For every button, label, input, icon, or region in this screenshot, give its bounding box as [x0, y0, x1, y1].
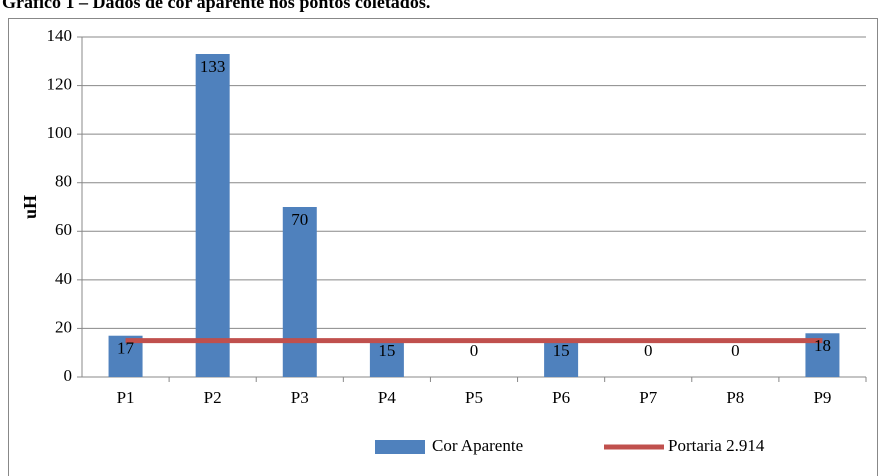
data-label: 133 [200, 57, 226, 76]
x-tick-label: P7 [639, 388, 657, 407]
x-tick-label: P3 [291, 388, 309, 407]
bar [369, 340, 404, 377]
x-tick-label: P2 [204, 388, 222, 407]
data-label: 17 [117, 339, 135, 358]
y-tick-label: 0 [64, 366, 73, 385]
legend-label: Cor Aparente [432, 436, 523, 455]
data-label: 15 [553, 341, 570, 360]
y-tick-label: 60 [55, 220, 72, 239]
y-tick-label: 120 [47, 74, 73, 93]
data-label: 18 [814, 336, 831, 355]
y-tick-label: 140 [47, 26, 73, 45]
y-tick-label: 20 [55, 317, 72, 336]
bar [544, 340, 579, 377]
data-label: 0 [470, 341, 479, 360]
bar [282, 207, 317, 377]
x-tick-label: P4 [378, 388, 396, 407]
y-tick-label: 80 [55, 172, 72, 191]
x-tick-label: P9 [813, 388, 831, 407]
bar [195, 54, 230, 377]
chart-frame [8, 18, 878, 476]
y-axis-label: uH [20, 195, 40, 219]
legend-swatch [375, 440, 425, 454]
y-tick-label: 40 [55, 269, 72, 288]
data-label: 15 [378, 341, 395, 360]
data-label: 70 [291, 210, 308, 229]
legend-label: Portaria 2.914 [668, 436, 765, 455]
x-tick-label: P8 [726, 388, 744, 407]
y-tick-label: 100 [47, 123, 73, 142]
data-label: 0 [644, 341, 653, 360]
x-tick-label: P1 [117, 388, 135, 407]
data-label: 0 [731, 341, 740, 360]
x-tick-label: P5 [465, 388, 483, 407]
chart-title: Gráfico 1 – Dados de cor aparente nos po… [2, 0, 430, 12]
x-tick-label: P6 [552, 388, 570, 407]
